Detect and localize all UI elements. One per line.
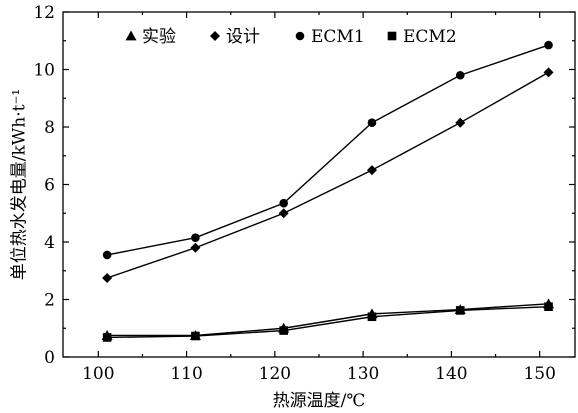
legend: 实验 设计 ECM1 ECM2 xyxy=(125,27,457,47)
plot-frame xyxy=(62,11,576,358)
y-tick-label: 10 xyxy=(33,61,55,81)
data-point xyxy=(279,326,288,335)
data-point xyxy=(279,198,288,208)
x-axis-title: 热源温度/℃ xyxy=(273,391,366,411)
series-line xyxy=(107,44,549,256)
y-tick-label: 6 xyxy=(44,176,55,196)
y-axis-ticks: 0 2 4 6 8 10 12 xyxy=(33,3,575,368)
data-point xyxy=(366,165,377,176)
x-axis-ticks: 100 110 120 130 140 150 xyxy=(82,12,556,384)
series-line xyxy=(107,303,549,337)
y-tick-label: 8 xyxy=(44,118,55,138)
series-1 xyxy=(101,298,555,340)
legend-item: 实验 xyxy=(125,27,176,47)
data-point xyxy=(367,312,377,322)
y-tick-label: 2 xyxy=(44,291,55,311)
data-point xyxy=(102,250,112,260)
data-point xyxy=(544,40,553,50)
data-point xyxy=(102,272,113,283)
data-point xyxy=(367,118,377,127)
data-point xyxy=(191,331,200,341)
legend-item: ECM1 xyxy=(295,27,365,47)
series-2 xyxy=(102,67,554,283)
legend-item: 设计 xyxy=(210,27,260,47)
data-point xyxy=(543,67,554,78)
y-tick-label: 4 xyxy=(44,233,55,253)
data-point xyxy=(455,306,465,315)
legend-marker xyxy=(295,31,305,41)
x-tick-label: 150 xyxy=(523,364,555,384)
data-point xyxy=(455,70,465,80)
data-point xyxy=(191,233,200,242)
y-tick-label: 12 xyxy=(33,3,55,23)
legend-item: ECM2 xyxy=(387,27,457,47)
legend-marker xyxy=(210,31,220,41)
series-4 xyxy=(102,302,553,342)
x-tick-label: 130 xyxy=(347,364,379,384)
series-layer xyxy=(101,40,555,342)
legend-label: 实验 xyxy=(142,27,176,47)
data-point xyxy=(544,302,553,311)
x-tick-label: 100 xyxy=(82,364,114,384)
series-3 xyxy=(102,40,553,260)
series-line xyxy=(107,305,549,339)
legend-label: ECM1 xyxy=(311,27,365,47)
legend-label: ECM2 xyxy=(403,27,457,47)
plot-border xyxy=(62,11,576,358)
x-tick-label: 110 xyxy=(170,364,202,384)
data-point xyxy=(278,208,289,219)
legend-marker xyxy=(125,30,137,41)
x-tick-label: 120 xyxy=(259,364,291,384)
x-tick-label: 140 xyxy=(435,364,467,384)
data-point xyxy=(455,117,466,128)
legend-marker xyxy=(387,31,397,41)
legend-label: 设计 xyxy=(226,27,260,47)
y-tick-label: 0 xyxy=(44,348,55,368)
data-point xyxy=(102,333,112,342)
y-axis-title: 单位热水发电量/kWh·t⁻¹ xyxy=(10,89,30,280)
data-point xyxy=(190,242,201,253)
series-line xyxy=(106,71,549,279)
